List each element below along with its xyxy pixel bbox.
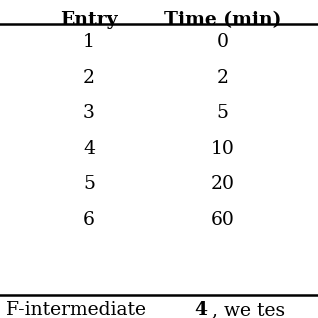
Text: 6: 6 (83, 211, 95, 229)
Text: 60: 60 (211, 211, 235, 229)
Text: 2: 2 (217, 69, 229, 86)
Text: 4: 4 (195, 301, 208, 318)
Text: 20: 20 (211, 176, 235, 193)
Text: 2: 2 (83, 69, 95, 86)
Text: 3: 3 (83, 104, 95, 122)
Text: F-intermediate: F-intermediate (6, 301, 152, 318)
Text: 4: 4 (83, 140, 95, 158)
Text: Time (min): Time (min) (164, 11, 281, 29)
Text: 10: 10 (211, 140, 235, 158)
Text: Entry: Entry (60, 11, 118, 29)
Text: , we tes: , we tes (211, 301, 285, 318)
Text: 0: 0 (217, 33, 229, 51)
Text: 5: 5 (217, 104, 229, 122)
Text: 1: 1 (83, 33, 95, 51)
Text: 5: 5 (83, 176, 95, 193)
